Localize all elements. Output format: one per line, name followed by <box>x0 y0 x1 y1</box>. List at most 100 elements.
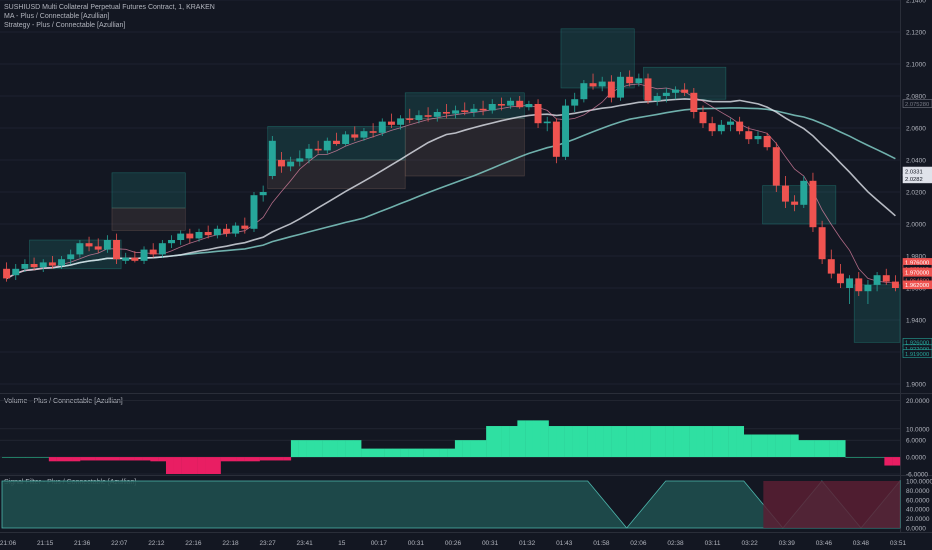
volume-bar[interactable] <box>728 426 737 458</box>
candle-body[interactable] <box>268 140 276 176</box>
candle-body[interactable] <box>607 81 615 98</box>
candle-body[interactable] <box>800 180 808 205</box>
candle-body[interactable] <box>855 278 863 292</box>
time-tick-label[interactable]: 01:58 <box>593 540 610 547</box>
candle-body[interactable] <box>497 104 505 106</box>
signal-area[interactable] <box>1 479 901 529</box>
volume-bar[interactable] <box>611 426 620 458</box>
volume-bar[interactable] <box>244 457 253 462</box>
candle-body[interactable] <box>241 225 249 229</box>
candle-body[interactable] <box>818 227 826 260</box>
volume-bar[interactable] <box>298 440 307 458</box>
volume-bar[interactable] <box>860 457 869 458</box>
volume-bar[interactable] <box>736 426 745 458</box>
volume-bar[interactable] <box>462 440 471 458</box>
volume-bar[interactable] <box>642 426 651 458</box>
volume-bar[interactable] <box>314 440 323 458</box>
candle-body[interactable] <box>85 243 93 247</box>
candle-body[interactable] <box>745 131 753 140</box>
volume-bar[interactable] <box>197 457 206 474</box>
candle-body[interactable] <box>699 112 707 124</box>
time-tick-label[interactable]: 22:07 <box>111 540 128 547</box>
volume-bar[interactable] <box>876 457 885 458</box>
candle-body[interactable] <box>846 278 854 288</box>
volume-bar[interactable] <box>290 440 299 458</box>
candle-body[interactable] <box>736 121 744 132</box>
volume-bar[interactable] <box>540 420 549 458</box>
volume-bar[interactable] <box>478 440 487 458</box>
volume-bar[interactable] <box>493 426 502 458</box>
volume-bar[interactable] <box>751 434 760 458</box>
volume-tick-label[interactable]: 6.0000 <box>906 438 926 445</box>
volume-bar[interactable] <box>704 426 713 458</box>
volume-bar[interactable] <box>587 426 596 458</box>
time-tick-label[interactable]: 21:36 <box>74 540 91 547</box>
candle-body[interactable] <box>452 110 460 114</box>
volume-bar[interactable] <box>868 457 877 458</box>
volume-bar[interactable] <box>173 457 182 474</box>
volume-bar[interactable] <box>759 434 768 458</box>
volume-bar[interactable] <box>322 440 331 458</box>
time-tick-label[interactable]: 03:46 <box>816 540 833 547</box>
candle-body[interactable] <box>882 275 890 282</box>
candle-body[interactable] <box>433 112 441 117</box>
volume-bar[interactable] <box>283 457 292 461</box>
candle-body[interactable] <box>873 275 881 285</box>
volume-bar[interactable] <box>119 457 128 461</box>
volume-bar[interactable] <box>439 448 448 458</box>
volume-bar[interactable] <box>650 426 659 458</box>
volume-bar[interactable] <box>134 457 143 461</box>
candle-body[interactable] <box>635 78 643 84</box>
candle-body[interactable] <box>67 254 75 260</box>
volume-bar[interactable] <box>2 457 11 458</box>
volume-bar[interactable] <box>212 457 221 474</box>
candle-body[interactable] <box>772 147 780 186</box>
time-tick-label[interactable]: 00:31 <box>408 540 425 547</box>
price-tick-label[interactable]: 1.9400 <box>906 318 926 325</box>
candle-body[interactable] <box>296 158 304 162</box>
volume-bar[interactable] <box>447 448 456 458</box>
volume-bar[interactable] <box>884 457 893 466</box>
volume-bar[interactable] <box>80 457 89 461</box>
volume-bar[interactable] <box>337 440 346 458</box>
volume-bar[interactable] <box>454 440 463 458</box>
volume-bar[interactable] <box>564 426 573 458</box>
price-tick-label[interactable]: 2.1400 <box>906 0 926 5</box>
price-tick-label[interactable]: 2.1000 <box>906 62 926 69</box>
time-tick-label[interactable]: 23:41 <box>297 540 314 547</box>
candle-body[interactable] <box>342 134 350 144</box>
candle-body[interactable] <box>644 78 652 101</box>
candle-body[interactable] <box>406 118 414 120</box>
volume-bar[interactable] <box>681 426 690 458</box>
symbol-title[interactable]: SUSHIUSD Multi Collateral Perpetual Futu… <box>4 4 215 11</box>
time-tick-label[interactable]: 03:48 <box>853 540 870 547</box>
volume-bar[interactable] <box>572 426 581 458</box>
candle-body[interactable] <box>662 92 670 96</box>
candle-body[interactable] <box>39 262 47 268</box>
volume-bar[interactable] <box>767 434 776 458</box>
candle-body[interactable] <box>726 121 734 125</box>
candle-body[interactable] <box>250 195 258 229</box>
volume-bar[interactable] <box>95 457 104 461</box>
volume-bar[interactable] <box>712 426 721 458</box>
candle-body[interactable] <box>186 233 194 239</box>
volume-bar[interactable] <box>392 448 401 458</box>
volume-bar[interactable] <box>821 440 830 458</box>
candle-body[interactable] <box>195 232 203 239</box>
volume-bar[interactable] <box>634 426 643 458</box>
volume-bar[interactable] <box>408 448 417 458</box>
candle-body[interactable] <box>791 201 799 205</box>
candle-body[interactable] <box>232 225 240 234</box>
candle-body[interactable] <box>653 96 661 101</box>
candle-body[interactable] <box>488 104 496 111</box>
volume-bar[interactable] <box>579 426 588 458</box>
volume-bar[interactable] <box>790 434 799 458</box>
volume-bar[interactable] <box>369 448 378 458</box>
signal-tick-label[interactable]: 40.0000 <box>906 507 930 514</box>
candle-body[interactable] <box>168 240 176 244</box>
volume-bar[interactable] <box>657 426 666 458</box>
volume-bar[interactable] <box>384 448 393 458</box>
signal-tick-label[interactable]: 0.0000 <box>906 526 926 533</box>
candle-body[interactable] <box>534 104 542 124</box>
volume-bar[interactable] <box>509 426 518 458</box>
